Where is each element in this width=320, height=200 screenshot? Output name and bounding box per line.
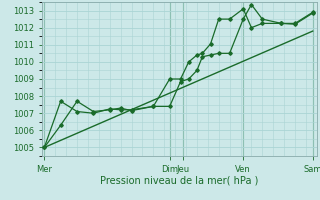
X-axis label: Pression niveau de la mer( hPa ): Pression niveau de la mer( hPa ) (100, 175, 258, 185)
